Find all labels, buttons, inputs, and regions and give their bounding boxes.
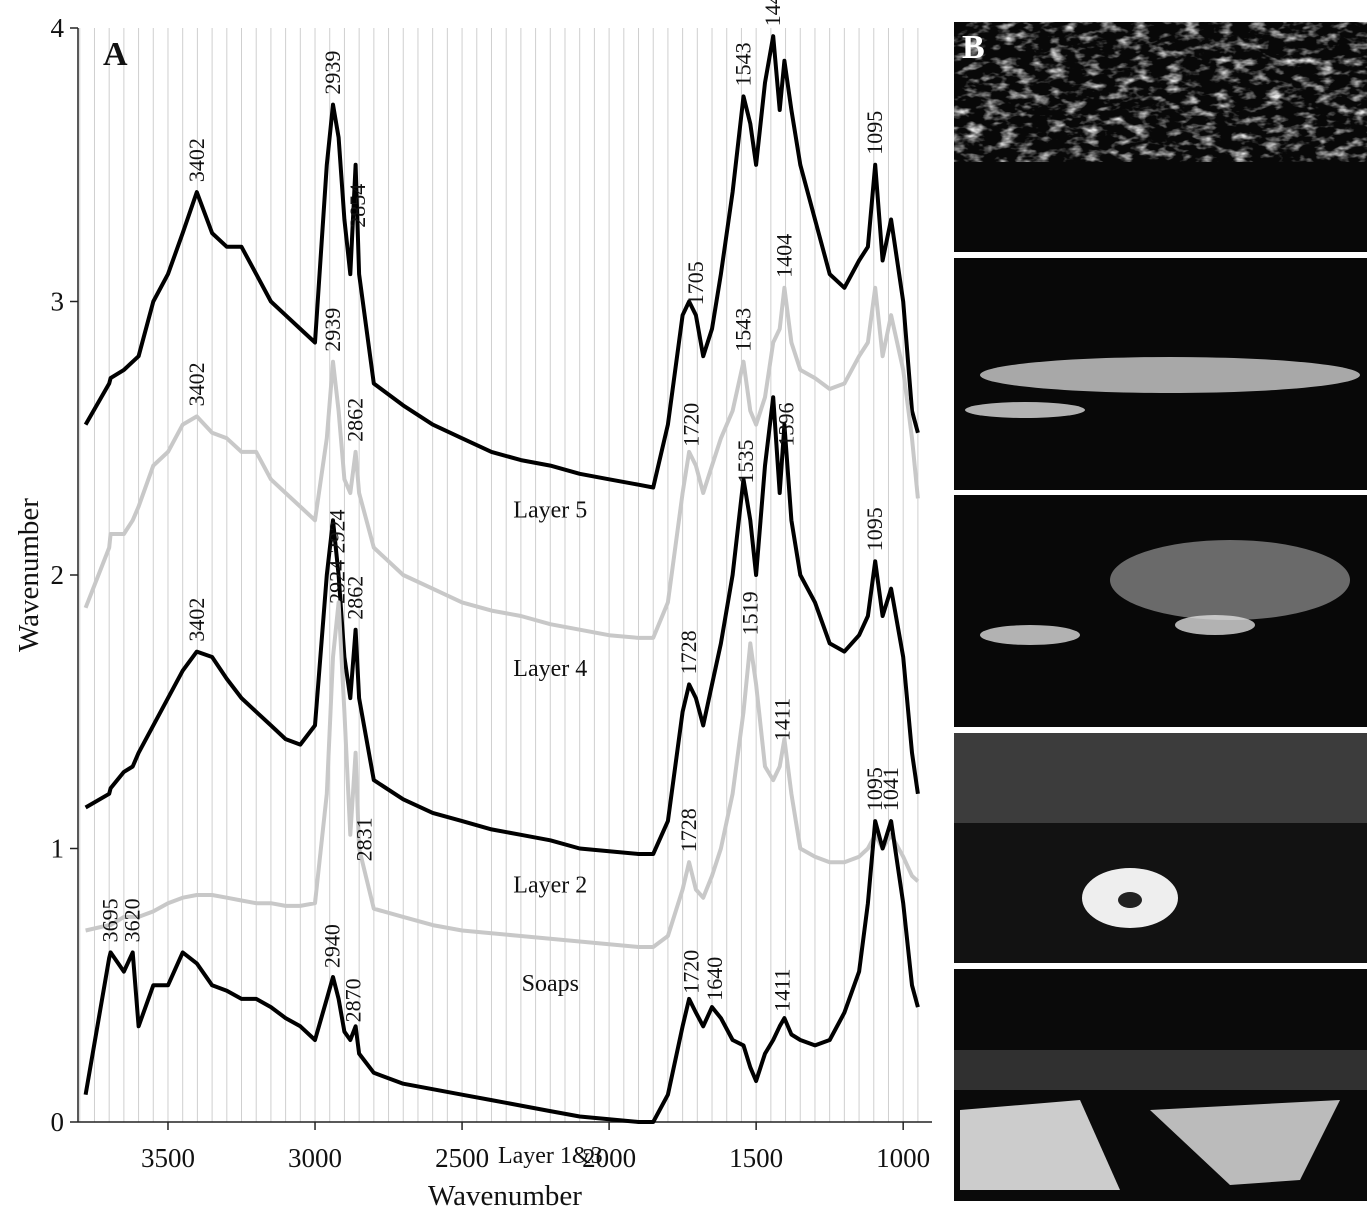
peak-label: 1095 — [862, 767, 887, 811]
peak-label: 2862 — [343, 576, 368, 620]
panel-label: A — [103, 36, 128, 73]
series-label: Layer 1&3 — [498, 1143, 603, 1169]
spectrum-line — [83, 285, 920, 640]
panel-label: B — [962, 29, 985, 66]
peak-label: 2940 — [320, 924, 345, 968]
image-panel: B — [954, 22, 1367, 1201]
map-texture — [965, 402, 1085, 418]
peak-label: 1519 — [738, 591, 763, 635]
map-texture — [1150, 1100, 1340, 1185]
x-tick-label: 1500 — [729, 1143, 783, 1173]
peak-label: 3620 — [120, 898, 145, 942]
map-texture — [954, 22, 1367, 162]
spectrum-line — [83, 819, 920, 1124]
y-axis-title: Wavenumber — [13, 498, 45, 652]
peak-label: 3402 — [184, 598, 209, 642]
series-label: Layer 5 — [513, 498, 587, 524]
y-tick-label: 2 — [51, 560, 65, 590]
x-tick-label: 3500 — [141, 1143, 195, 1173]
peak-label: 1705 — [683, 261, 708, 305]
x-tick-label: 1000 — [876, 1143, 930, 1173]
peak-label: 1543 — [731, 42, 756, 86]
peak-label: 1720 — [678, 403, 703, 447]
peak-label: 2924 — [324, 560, 349, 604]
spectrum-line — [84, 395, 920, 856]
peak-label: 2854 — [345, 184, 370, 228]
peak-label: 1095 — [862, 507, 887, 551]
series-label: Layer 2 — [513, 872, 587, 898]
peak-label: 2831 — [352, 817, 377, 861]
peak-label: 1728 — [676, 630, 701, 674]
peak-label: 2939 — [320, 308, 345, 352]
peak-label: 1535 — [733, 440, 758, 484]
y-tick-label: 1 — [51, 834, 65, 864]
peak-label: 1404 — [771, 234, 796, 278]
peak-label: 1041 — [878, 767, 903, 811]
peak-label: 1411 — [769, 698, 794, 741]
peak-label: 1640 — [702, 957, 727, 1001]
peak-label: 1411 — [769, 969, 794, 1012]
peak-label: 1728 — [676, 808, 701, 852]
peak-label: 3695 — [98, 898, 123, 942]
map-texture — [954, 1050, 1367, 1090]
spectrum-line — [83, 34, 920, 490]
peak-label: 3402 — [184, 362, 209, 406]
peak-label: 1396 — [774, 403, 799, 447]
peak-label: 2862 — [343, 398, 368, 442]
map-texture — [1175, 615, 1255, 635]
series-label: Layer 4 — [513, 656, 587, 682]
x-tick-label: 2500 — [435, 1143, 489, 1173]
peak-label: 1720 — [678, 950, 703, 994]
x-tick-label: 2000 — [582, 1143, 636, 1173]
peak-label: 3402 — [184, 138, 209, 182]
y-tick-label: 0 — [51, 1107, 65, 1137]
peak-label: 1095 — [862, 111, 887, 155]
peak-label: 2924 — [324, 510, 349, 554]
spectrum-line — [85, 600, 920, 949]
map-texture — [980, 625, 1080, 645]
y-tick-label: 4 — [51, 13, 65, 43]
map-texture — [980, 357, 1360, 393]
map-texture — [1110, 540, 1350, 620]
peak-label: 2870 — [340, 978, 365, 1022]
peak-label: 1442 — [760, 0, 785, 26]
map-texture — [1118, 892, 1142, 908]
series-label: Soaps — [522, 971, 579, 997]
x-axis-title: Wavenumber — [428, 1180, 582, 1212]
map-texture — [954, 733, 1367, 823]
peak-label: 2939 — [320, 51, 345, 95]
chart-a: 0 1 2 3 4 3500 3000 2500 2000 1500 1000 Wavenumber W… — [13, 0, 932, 1212]
peak-label: 1543 — [731, 308, 756, 352]
y-tick-label: 3 — [51, 287, 65, 317]
map-texture — [960, 1100, 1120, 1190]
x-tick-label: 3000 — [288, 1143, 342, 1173]
